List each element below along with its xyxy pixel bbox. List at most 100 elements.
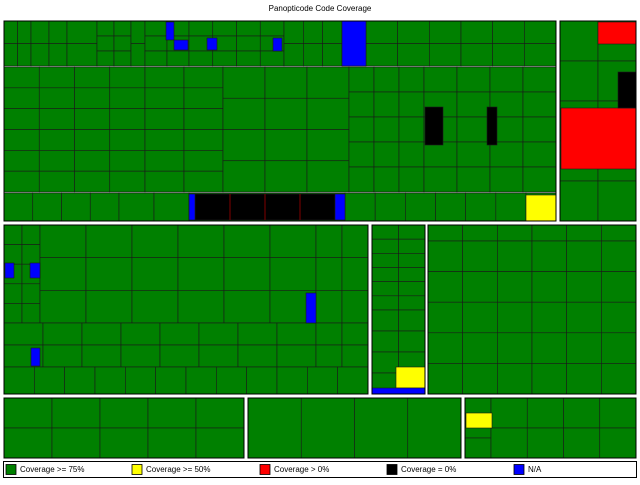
tile xyxy=(559,180,599,222)
tile xyxy=(306,160,350,193)
tile xyxy=(348,91,375,118)
tile xyxy=(144,66,185,89)
tile xyxy=(276,366,308,395)
tile xyxy=(398,281,426,297)
tile xyxy=(144,129,185,151)
tile xyxy=(283,20,304,44)
tile xyxy=(38,87,75,109)
tile xyxy=(3,224,23,245)
tile xyxy=(341,224,369,258)
tile xyxy=(522,91,557,118)
tile xyxy=(348,166,375,193)
tile xyxy=(490,427,528,459)
tile xyxy=(269,224,317,258)
legend-swatch xyxy=(5,464,17,475)
legend-label: Coverage = 0% xyxy=(401,465,456,474)
tile xyxy=(74,170,111,193)
tile xyxy=(489,166,524,193)
tile xyxy=(38,170,75,193)
tile xyxy=(371,238,399,254)
tile xyxy=(462,363,498,395)
tile xyxy=(109,129,146,151)
tile xyxy=(276,322,317,346)
legend-swatch xyxy=(259,464,271,475)
tile xyxy=(74,66,111,89)
tile xyxy=(3,192,34,222)
tile xyxy=(3,43,18,67)
block-outline xyxy=(427,224,637,395)
tile xyxy=(51,397,101,429)
block-outline xyxy=(3,20,557,222)
block-outline xyxy=(3,224,369,395)
tile xyxy=(30,347,41,367)
tile xyxy=(3,108,40,130)
tile xyxy=(344,192,376,222)
block-outline xyxy=(3,397,245,459)
tile xyxy=(183,66,224,89)
tile xyxy=(216,366,247,395)
tile xyxy=(3,150,40,172)
tile xyxy=(456,91,491,118)
tile xyxy=(3,20,18,44)
tile xyxy=(566,363,602,395)
tile xyxy=(424,106,444,146)
tile xyxy=(464,437,492,459)
tile xyxy=(48,43,68,67)
tile xyxy=(223,290,271,324)
tile xyxy=(486,106,498,146)
tile xyxy=(144,50,168,67)
tile xyxy=(109,170,146,193)
tile xyxy=(462,224,498,242)
tile xyxy=(131,290,179,324)
tile xyxy=(531,271,567,303)
tile xyxy=(315,224,343,258)
tile xyxy=(462,332,498,364)
tile xyxy=(341,257,369,291)
tile xyxy=(155,366,187,395)
tile xyxy=(237,322,278,346)
tile xyxy=(531,363,567,395)
tile xyxy=(566,224,602,242)
tile xyxy=(272,37,283,52)
tile xyxy=(462,271,498,303)
tile xyxy=(185,366,217,395)
tile xyxy=(601,301,637,334)
tile xyxy=(456,141,491,168)
tile xyxy=(322,43,343,67)
tile xyxy=(125,366,156,395)
legend-label: Coverage >= 75% xyxy=(20,465,85,474)
tile xyxy=(456,116,491,143)
tile xyxy=(42,322,83,346)
tile xyxy=(371,295,399,311)
tile xyxy=(522,141,557,168)
tile xyxy=(3,244,23,265)
tile xyxy=(222,129,266,162)
tile xyxy=(61,192,91,222)
tile xyxy=(32,192,62,222)
tile xyxy=(81,344,122,368)
tile xyxy=(427,332,463,364)
tile xyxy=(3,66,40,89)
tile xyxy=(489,141,524,168)
tile xyxy=(74,129,111,151)
tile xyxy=(429,20,462,44)
tile xyxy=(188,193,196,221)
tile xyxy=(456,66,491,93)
tile xyxy=(497,301,533,334)
tile xyxy=(131,257,179,291)
tile xyxy=(341,322,369,346)
tile xyxy=(559,60,599,102)
tile xyxy=(96,35,115,52)
tile xyxy=(66,20,98,44)
tile xyxy=(96,50,115,67)
tile xyxy=(303,43,323,67)
tile xyxy=(522,166,557,193)
tile xyxy=(348,66,375,93)
tile xyxy=(460,43,493,67)
tile xyxy=(566,271,602,303)
tile xyxy=(66,43,98,67)
tile xyxy=(407,397,462,459)
tile xyxy=(315,344,343,368)
